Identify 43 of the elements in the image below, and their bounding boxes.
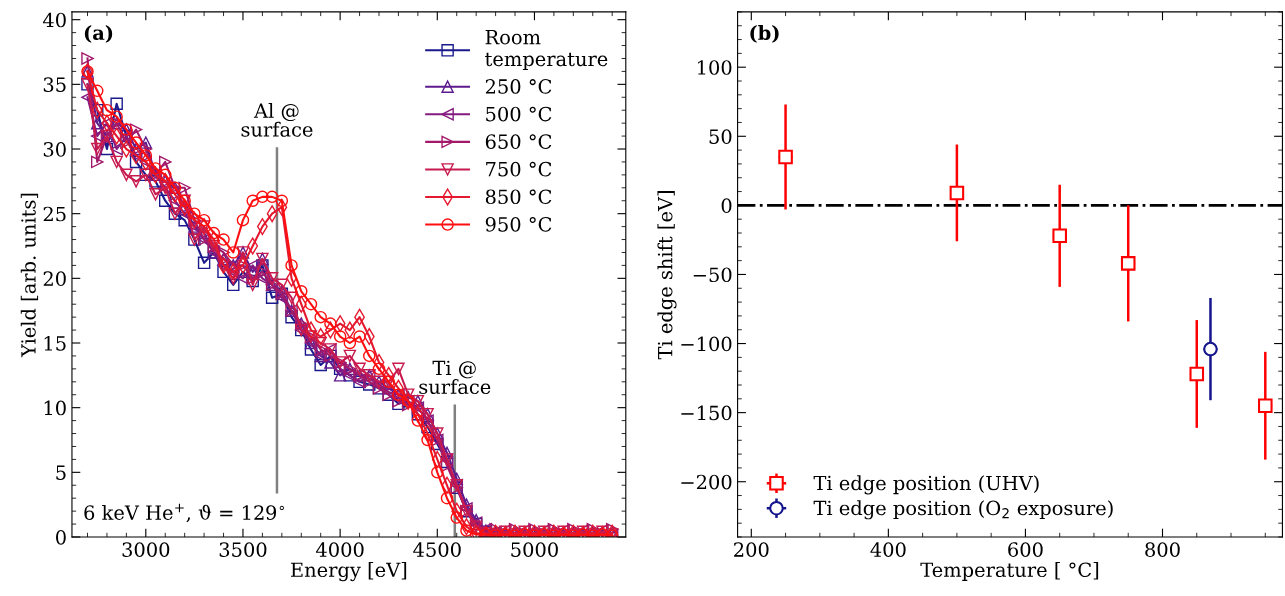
legend-label: 950 °C [485, 216, 552, 232]
x-tick-label: 4500 [413, 542, 461, 557]
y-tick-label: 0 [721, 198, 732, 214]
y-tick-label: −200 [681, 474, 732, 490]
y-axis-title: Ti edge shift [eV] [657, 191, 677, 360]
y-tick-label: 30 [43, 141, 66, 157]
x-axis-title: Temperature [ °C] [920, 562, 1099, 581]
annotation: (b) [750, 25, 779, 43]
y-tick-label: 25 [43, 206, 66, 222]
y-tick-label: 40 [42, 12, 66, 28]
y-tick-label: −50 [693, 267, 732, 283]
y-tick-label: −100 [681, 336, 732, 352]
y-tick-label: 50 [709, 129, 732, 144]
x-tick-label: 600 [1008, 542, 1043, 557]
x-tick-label: 3000 [122, 542, 170, 557]
legend-label: Room temperature [485, 30, 608, 71]
legend-label: Ti edge position (UHV) [813, 475, 1039, 495]
annotation: 6 keV He$^{+}$, ϑ = 129$^{∘}$ [84, 503, 284, 523]
legend-label: 750 °C [486, 161, 552, 177]
x-axis-title: Energy [eV] [291, 562, 407, 582]
y-tick-label: 20 [43, 271, 66, 286]
legend-label: Ti edge position (O$_{2}$ exposure) [813, 500, 1113, 520]
legend-label: 250 °C [485, 79, 552, 94]
x-tick-label: 800 [1145, 542, 1180, 557]
x-tick-label: 5000 [511, 542, 558, 557]
legend-label: 650 °C [485, 134, 552, 149]
x-tick-label: 3500 [219, 542, 267, 557]
ref-line-label: Ti @ surface [419, 360, 491, 395]
ref-line-label: Al @ surface [241, 102, 313, 137]
y-axis-title: Yield [arb. units] [20, 193, 39, 358]
legend-label: 500 °C [486, 106, 552, 122]
y-tick-label: 0 [56, 529, 66, 545]
legend-label: 850 °C [485, 189, 552, 205]
x-tick-label: 4000 [315, 542, 364, 557]
annotation: (a) [84, 25, 113, 43]
y-tick-label: 15 [44, 335, 66, 351]
y-tick-label: 35 [43, 77, 66, 93]
x-tick-label: 400 [870, 542, 906, 557]
y-tick-label: −150 [681, 405, 732, 421]
y-tick-label: 5 [56, 465, 66, 480]
x-tick-label: 200 [734, 542, 769, 557]
y-tick-label: 100 [697, 60, 732, 75]
y-tick-label: 10 [44, 400, 66, 416]
